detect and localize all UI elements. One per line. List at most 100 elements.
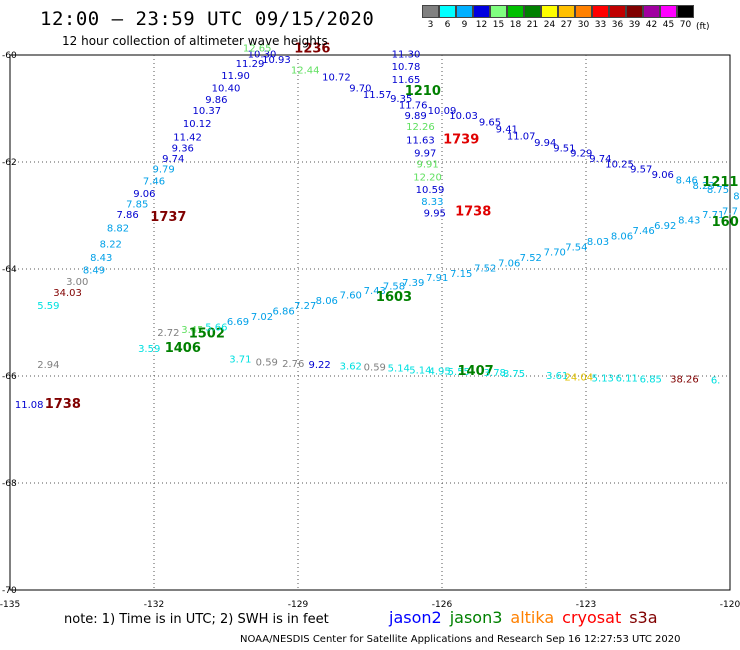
wave-height-label: 7.7 (722, 206, 738, 217)
wave-height-label: 3.62 (340, 362, 362, 373)
color-swatch (558, 5, 575, 18)
wave-height-label: 2.72 (157, 328, 179, 339)
wave-height-label: 9.29 (570, 149, 592, 160)
wave-height-label: 9.74 (162, 154, 184, 165)
wave-height-label: 10.12 (183, 119, 212, 130)
wave-height-label: 1739 (443, 132, 479, 147)
color-scale-label: 27 (560, 20, 573, 30)
wave-height-label: 7.46 (632, 226, 654, 237)
legend-entry-s3a: s3a (629, 608, 658, 627)
color-scale-cell: 45 (660, 5, 677, 32)
wave-height-label: 6.11 (616, 373, 638, 384)
color-scale-label: 33 (594, 20, 607, 30)
wave-height-label: 10.09 (428, 106, 457, 117)
wave-height-label: 8.75 (707, 185, 729, 196)
wave-height-label: 6. (711, 375, 721, 386)
wave-height-label: 7.86 (116, 210, 138, 221)
y-tick-label: -68 (2, 479, 17, 489)
color-swatch (626, 5, 643, 18)
wave-height-label: 6.86 (272, 306, 294, 317)
wave-height-label: 6.92 (654, 221, 676, 232)
color-swatch (660, 5, 677, 18)
y-tick-label: -64 (2, 265, 17, 275)
color-scale-label: 15 (492, 20, 505, 30)
color-scale-label: 9 (461, 20, 468, 30)
color-swatch (643, 5, 660, 18)
wave-height-label: 11.76 (399, 101, 428, 112)
color-scale-cell: 30 (575, 5, 592, 32)
wave-height-label: 24.04 (564, 372, 593, 383)
wave-height-label: 12.26 (406, 122, 435, 133)
wave-height-label: 9.65 (479, 118, 501, 129)
color-swatch (490, 5, 507, 18)
wave-height-label: 7.43 (364, 286, 386, 297)
color-scale-label: 6 (444, 20, 451, 30)
wave-height-label: 1502 (189, 326, 225, 341)
wave-height-label: 10.37 (192, 106, 221, 117)
wave-height-label: 5.14 (409, 365, 431, 376)
wave-height-label: 8.43 (90, 253, 112, 264)
wave-height-label: 7.70 (544, 248, 566, 259)
wave-height-label: 3.71 (229, 355, 251, 366)
wave-height-label: 10.03 (449, 111, 478, 122)
color-scale-label: 21 (526, 20, 539, 30)
wave-height-label: 10.30 (248, 50, 277, 61)
wave-height-label: 9.35 (390, 94, 412, 105)
wave-height-label: 6.85 (640, 374, 662, 385)
wave-height-label: 1210 (405, 84, 441, 99)
color-scale-cell: 39 (626, 5, 643, 32)
wave-height-label: 9.74 (589, 154, 611, 165)
wave-height-label: 38.26 (670, 374, 699, 385)
wave-height-label: 2.94 (37, 360, 59, 371)
wave-height-label: 5.55 (448, 367, 470, 378)
color-swatch (541, 5, 558, 18)
color-scale-label: 12 (475, 20, 488, 30)
color-scale-cell: 70 (677, 5, 694, 32)
wave-height-label: 11.63 (406, 135, 435, 146)
x-tick-label: -126 (432, 600, 453, 610)
color-scale-cell: 21 (524, 5, 541, 32)
wave-height-label: 11.57 (363, 90, 392, 101)
wave-height-label: 12.44 (291, 66, 320, 77)
color-swatch (592, 5, 609, 18)
wave-height-label: 7.85 (126, 199, 148, 210)
wave-height-label: 3.00 (66, 277, 88, 288)
wave-height-label: 11.42 (173, 133, 202, 144)
wave-height-label: 10.93 (262, 55, 291, 66)
wave-height-label: 7.27 (294, 301, 316, 312)
color-scale-cell: 9 (456, 5, 473, 32)
wave-height-label: 11.90 (221, 71, 250, 82)
x-tick-label: -120 (720, 600, 740, 610)
wave-height-label: 1737 (150, 210, 186, 225)
wave-height-label: 8.49 (83, 265, 105, 276)
y-tick-label: -60 (2, 51, 17, 61)
wave-height-label: 5.14 (388, 364, 410, 375)
wave-height-label: 8.23 (692, 181, 714, 192)
wave-height-label: 7.52 (520, 253, 542, 264)
color-scale-cell: 18 (507, 5, 524, 32)
wave-height-label: 3.78 (484, 368, 506, 379)
wave-height-label: 7.02 (251, 312, 273, 323)
wave-height-label: 10.59 (416, 185, 445, 196)
satellite-legend: jason2 jason3 altika cryosat s3a (389, 608, 666, 627)
color-scale-cell: 24 (541, 5, 558, 32)
color-swatch (456, 5, 473, 18)
wave-height-label: 11.07 (507, 132, 536, 143)
wave-height-label: 9.22 (308, 360, 330, 371)
page-title: 12:00 – 23:59 UTC 09/15/2020 (40, 8, 375, 30)
wave-height-label: 7.58 (383, 281, 405, 292)
wave-height-label: 11.30 (392, 50, 421, 61)
color-scale-label: 42 (645, 20, 658, 30)
y-tick-label: -66 (2, 372, 17, 382)
wave-height-label: 7.60 (340, 290, 362, 301)
wave-height-label: 11.29 (236, 59, 265, 70)
wave-height-label: 9.86 (205, 95, 227, 106)
wave-height-label: 7.52 (474, 264, 496, 275)
color-scale-label: 24 (543, 20, 556, 30)
wave-height-label: 1236 (294, 41, 330, 56)
color-scale-cell: 36 (609, 5, 626, 32)
color-scale-label: 36 (611, 20, 624, 30)
wave-height-label: 9.41 (496, 125, 518, 136)
wave-height-label: 8.82 (107, 224, 129, 235)
wave-height-label: 4.95 (428, 366, 450, 377)
